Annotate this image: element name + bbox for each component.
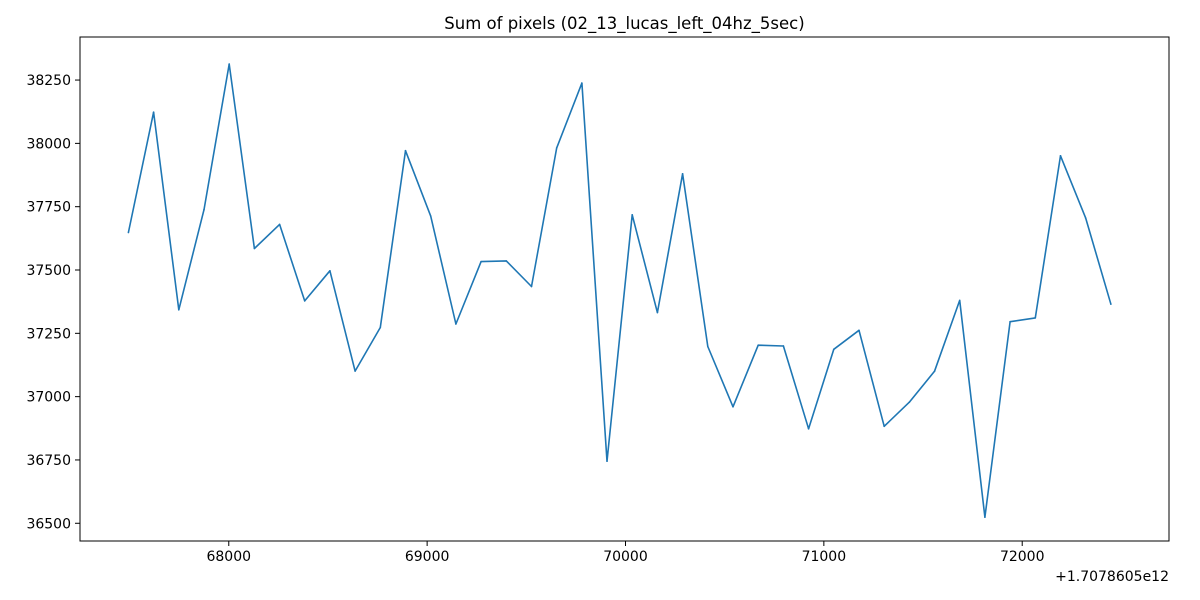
data-point [581, 82, 583, 84]
data-point [429, 215, 432, 217]
data-point [253, 247, 256, 250]
data-point [656, 311, 659, 314]
data-point [984, 516, 986, 518]
y-tick-label: 37000 [26, 390, 71, 406]
data-point [832, 348, 835, 351]
data-point [681, 172, 684, 175]
data-point [606, 460, 608, 463]
data-point [177, 308, 180, 311]
data-point [228, 63, 230, 65]
x-tick-label: 69000 [405, 549, 450, 565]
data-point [203, 208, 205, 211]
y-tick-label: 38250 [26, 73, 71, 89]
data-point [757, 344, 759, 347]
x-tick-label: 72000 [1000, 549, 1045, 565]
data-point [807, 428, 810, 430]
y-tick-label: 36750 [26, 453, 71, 469]
data-point [480, 260, 482, 263]
chart-title: Sum of pixels (02_13_lucas_left_04hz_5se… [444, 14, 804, 34]
data-point [1009, 320, 1011, 323]
data-point [555, 147, 558, 149]
data-point [152, 111, 155, 114]
plot-area [127, 63, 1112, 519]
y-tick-label: 37500 [26, 263, 71, 279]
data-point [958, 299, 961, 302]
series-line [127, 63, 1112, 519]
data-point [707, 345, 709, 348]
data-point [1110, 303, 1112, 305]
data-point [303, 300, 306, 302]
data-point [530, 285, 533, 288]
data-point [883, 425, 885, 428]
data-point [908, 401, 911, 404]
data-point [127, 231, 130, 234]
y-tick-label: 37250 [26, 326, 71, 342]
x-tick-label: 71000 [802, 549, 847, 565]
data-point [858, 329, 860, 332]
data-point [1059, 154, 1062, 157]
data-point [782, 345, 785, 347]
plot-frame [79, 36, 1170, 542]
data-point [1034, 317, 1037, 319]
data-point [329, 269, 331, 272]
data-point [505, 260, 508, 262]
y-tick-label: 37750 [26, 200, 71, 216]
x-tick-label: 70000 [603, 549, 648, 565]
data-point [933, 370, 936, 373]
x-axis-offset-label: +1.7078605e12 [1055, 569, 1169, 585]
data-point [404, 149, 407, 152]
y-axis: 36500 36750 37000 37250 37500 37750 38000 38250 [26, 73, 80, 532]
data-point [379, 326, 382, 329]
data-point [278, 223, 281, 226]
data-point [732, 405, 734, 408]
y-tick-label: 38000 [26, 136, 71, 152]
x-tick-label: 68000 [206, 549, 251, 565]
data-point [1084, 217, 1087, 219]
data-point [631, 213, 634, 216]
y-tick-label: 36500 [26, 516, 71, 532]
x-axis: 68000 69000 70000 71000 72000 [206, 541, 1044, 565]
data-point [354, 370, 356, 372]
data-point [455, 323, 457, 325]
